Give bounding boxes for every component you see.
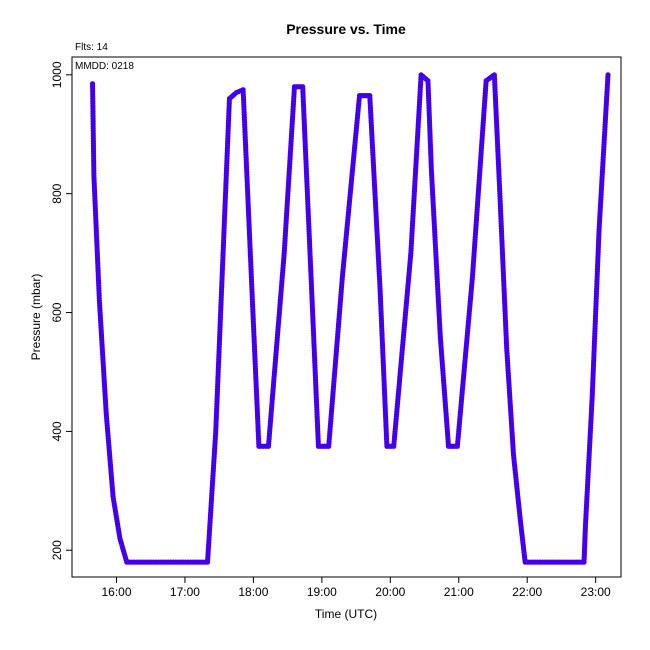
x-tick-label: 20:00 (375, 585, 405, 599)
x-tick-label: 19:00 (307, 585, 337, 599)
chart-title: Pressure vs. Time (286, 21, 406, 37)
x-tick-label: 21:00 (444, 585, 474, 599)
y-tick-label: 1000 (50, 61, 64, 88)
x-tick-label: 17:00 (170, 585, 200, 599)
x-axis-label: Time (UTC) (315, 607, 377, 621)
x-tick-label: 16:00 (101, 585, 131, 599)
flights-annotation: Flts: 14 (75, 42, 108, 53)
x-tick-label: 23:00 (581, 585, 611, 599)
data-series (89, 72, 611, 565)
x-tick-label: 18:00 (238, 585, 268, 599)
date-annotation: MMDD: 0218 (75, 61, 134, 72)
y-tick-label: 200 (50, 540, 64, 560)
y-tick-label: 800 (50, 183, 64, 203)
y-axis: 200 400 600 800 1000 (50, 61, 72, 560)
y-tick-label: 600 (50, 302, 64, 322)
data-point (605, 72, 611, 78)
plot-frame (71, 56, 622, 578)
y-tick-label: 400 (50, 421, 64, 441)
y-axis-label: Pressure (mbar) (29, 274, 43, 361)
x-tick-label: 22:00 (512, 585, 542, 599)
x-axis: 16:00 17:00 18:00 19:00 20:00 21:00 22:00 23:00 (101, 577, 611, 599)
